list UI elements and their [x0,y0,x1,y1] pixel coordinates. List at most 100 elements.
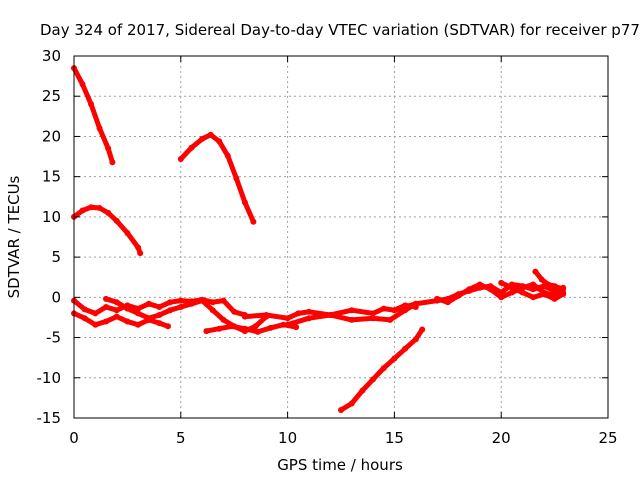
data-point [444,299,451,306]
data-point [306,315,312,322]
data-point [263,312,270,318]
data-point [545,281,552,288]
data-point [370,315,376,322]
x-axis-label: GPS time / hours [277,456,403,474]
data-point [103,304,109,310]
y-tick-label: 15 [42,168,61,186]
data-point [137,250,144,257]
y-tick-label: -10 [37,369,62,387]
data-point [295,310,302,317]
data-point [216,138,223,145]
data-point [220,316,227,323]
data-point [209,299,216,306]
data-point [293,324,300,331]
data-point [412,300,419,307]
data-point [284,315,291,322]
data-point [207,131,214,138]
chart-title: Day 324 of 2017, Sidereal Day-to-day VTE… [40,21,640,39]
data-point [455,292,462,299]
data-point [519,289,526,296]
data-point [241,199,248,206]
data-point [359,387,366,394]
x-tick-label: 0 [69,429,79,447]
data-point [540,291,547,298]
data-point [156,304,163,310]
data-point [177,156,184,162]
data-point [370,310,376,317]
data-point [177,304,184,310]
data-point [79,81,86,88]
data-point [387,316,394,323]
data-point [103,318,109,325]
data-point [92,310,99,317]
data-point [498,279,505,286]
data-point [530,294,537,301]
data-point [252,323,259,330]
y-tick-label: 25 [42,87,61,105]
data-point [216,325,223,332]
data-point [241,325,248,332]
data-point [105,145,112,152]
series-line-arc-f [71,310,171,329]
data-point [419,326,426,333]
data-point [530,281,537,288]
y-tick-label: 5 [51,248,61,266]
data-point [254,328,261,335]
data-point [135,244,142,251]
data-point [250,218,257,225]
data-point [135,310,142,317]
data-point [476,281,483,288]
data-point [391,307,398,314]
data-point [306,308,312,315]
data-point [380,305,387,312]
data-point [145,300,152,307]
x-tick-label: 20 [492,429,511,447]
data-point [233,175,240,182]
data-point [412,336,419,343]
x-tick-label: 10 [278,429,297,447]
chart-ticks: 0 5 10 15 20 25 -15 -10 -5 0 5 10 15 20 25 30 [37,47,618,447]
chart-grid [74,56,608,418]
data-point [229,323,236,330]
data-point [348,316,355,323]
data-point [113,217,120,224]
data-point [380,365,387,372]
y-tick-label: 10 [42,208,61,226]
data-point [124,305,131,312]
data-point [209,307,216,314]
data-point [241,313,248,320]
y-tick-label: 30 [42,47,61,65]
chart-series-group [71,65,567,413]
y-tick-label: 20 [42,127,61,145]
data-point [88,101,95,108]
data-point [327,312,334,318]
data-point [177,297,184,304]
data-point [560,286,567,293]
data-point [466,286,473,293]
data-point [280,321,287,328]
data-point [105,209,112,216]
data-point [508,284,515,291]
data-point [551,283,558,290]
plot-frame [73,55,609,419]
data-point [224,152,231,159]
x-tick-label: 5 [176,429,186,447]
data-point [81,306,88,313]
data-point [79,207,86,214]
data-point [348,400,355,407]
data-point [487,286,494,293]
data-point [165,323,171,330]
data-point [338,407,344,413]
data-point [113,313,120,320]
data-point [391,355,398,362]
data-point [188,300,195,307]
data-point [370,376,376,383]
data-point [88,204,95,211]
x-tick-label: 25 [598,429,617,447]
data-point [113,299,120,306]
data-point [231,308,238,315]
data-point [402,345,409,352]
y-axis-label: SDTVAR / TECUs [5,175,23,298]
data-point [124,318,131,325]
data-point [96,125,103,132]
